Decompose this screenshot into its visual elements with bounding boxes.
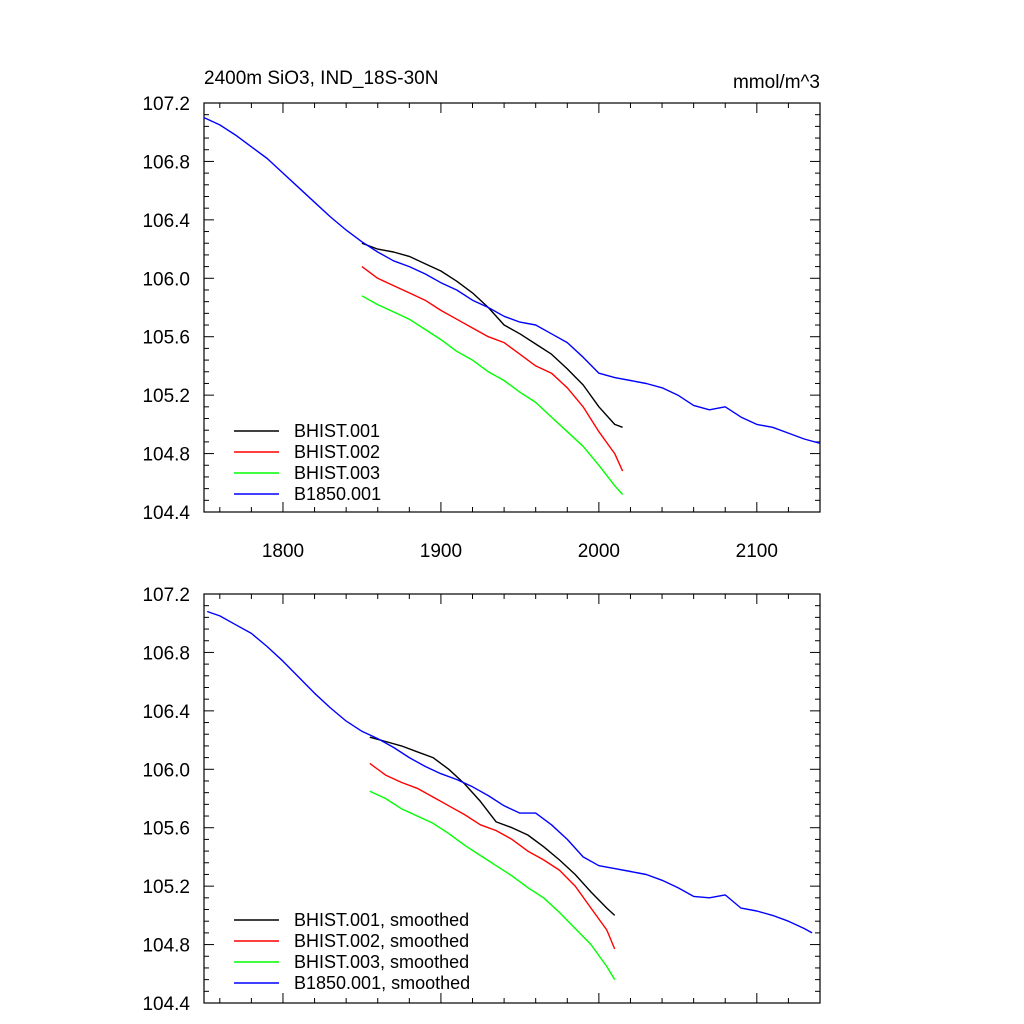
legend-label: BHIST.003, smoothed bbox=[294, 952, 469, 972]
series-line-b1850-001 bbox=[204, 116, 820, 444]
y-tick-label: 107.2 bbox=[142, 585, 190, 606]
y-tick-label: 106.8 bbox=[142, 152, 190, 173]
y-tick-label: 105.6 bbox=[142, 819, 190, 840]
legend-label: BHIST.001 bbox=[294, 421, 380, 441]
y-tick-label: 104.8 bbox=[142, 445, 190, 466]
series-line-bhist-003 bbox=[361, 295, 624, 495]
x-tick-label: 2100 bbox=[736, 541, 778, 562]
plot-frame bbox=[203, 593, 821, 1004]
y-tick-label: 106.8 bbox=[142, 643, 190, 664]
series-line-bhist-003-smoothed bbox=[369, 790, 616, 980]
series-group bbox=[206, 610, 813, 980]
series-line-bhist-002-smoothed bbox=[369, 762, 616, 950]
x-tick-label: 2000 bbox=[578, 541, 620, 562]
chart-panel-bottom: 104.4 104.8 105.2 105.6 106.0 106.4 106.8 107.2… bbox=[142, 585, 821, 1015]
legend-label: BHIST.002 bbox=[294, 442, 380, 462]
y-tick-label: 106.0 bbox=[142, 760, 190, 781]
y-tick-label: 104.4 bbox=[142, 503, 190, 524]
legend-label: B1850.001, smoothed bbox=[294, 973, 470, 993]
plot-frame bbox=[203, 102, 821, 513]
legend-label: BHIST.001, smoothed bbox=[294, 910, 469, 930]
series-line-b1850-001-smoothed bbox=[206, 610, 813, 934]
chart-title: 2400m SiO3, IND_18S-30N bbox=[204, 68, 438, 89]
legend-label: BHIST.003 bbox=[294, 463, 380, 483]
y-tick-label: 106.0 bbox=[142, 269, 190, 290]
chart-panel-top: 104.4 104.8 105.2 105.6 106.0 106.4 106.8 107.2… bbox=[142, 68, 821, 562]
x-tick-label: 1900 bbox=[420, 541, 462, 562]
x-tick-label: 1800 bbox=[262, 541, 304, 562]
y-tick-label: 104.8 bbox=[142, 936, 190, 957]
y-tick-label: 106.4 bbox=[142, 702, 190, 723]
units-label: mmol/m^3 bbox=[733, 72, 820, 93]
y-tick-label: 105.6 bbox=[142, 328, 190, 349]
series-line-bhist-001-smoothed bbox=[369, 736, 616, 916]
y-tick-label: 106.4 bbox=[142, 211, 190, 232]
series-line-bhist-002 bbox=[361, 266, 624, 472]
legend-label: BHIST.002, smoothed bbox=[294, 931, 469, 951]
y-tick-label: 105.2 bbox=[142, 386, 190, 407]
legend-label: B1850.001 bbox=[294, 484, 381, 504]
series-group bbox=[204, 116, 820, 495]
series-line-bhist-001 bbox=[361, 242, 623, 428]
y-tick-label: 107.2 bbox=[142, 94, 190, 115]
y-tick-label: 105.2 bbox=[142, 877, 190, 898]
y-tick-label: 104.4 bbox=[142, 994, 190, 1015]
